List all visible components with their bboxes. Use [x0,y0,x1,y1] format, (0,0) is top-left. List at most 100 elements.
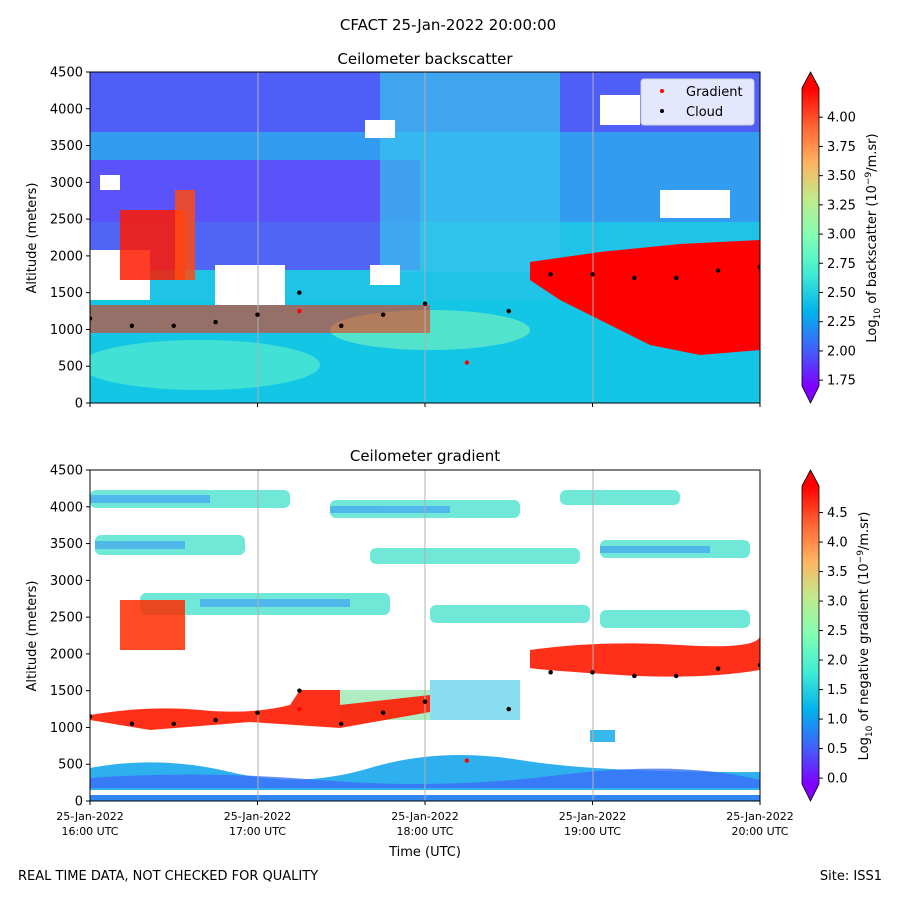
y-tick-label: 500 [58,758,83,773]
colorbar-tick-label: 2.50 [827,286,856,301]
colorbar-tick-label: 2.00 [827,344,856,359]
gradient-y-axis-label: Altitude (meters) [25,581,40,692]
backscatter-colorbar-max-arrow [802,72,819,88]
x-tick-label-time: 20:00 UTC [731,825,788,838]
gradient-point [297,308,302,314]
cloud-point [213,717,218,723]
y-tick-label: 0 [75,397,83,412]
cloud-point [548,272,553,277]
gradient-colorbar-ticks: 0.0 0.5 1.0 1.5 2.0 2.5 3.0 3.5 4.0 4.5 [819,506,848,787]
colorbar-tick-label: 3.0 [827,595,848,610]
y-tick-label: 3000 [50,574,83,589]
gradient-x-ticks: 25-Jan-2022 16:00 UTC 25-Jan-2022 17:00 UTC… [56,801,794,838]
y-tick-label: 2000 [50,249,83,264]
y-tick-label: 0 [75,795,83,810]
y-tick-label: 1000 [50,721,83,736]
colorbar-tick-label: 3.25 [827,198,856,213]
cloud-point [422,301,428,306]
cloud-point [632,275,637,281]
colorbar-tick-label: 2.25 [827,315,856,330]
legend-box [640,78,755,126]
gradient-colorbar-min-arrow [802,784,819,801]
quality-disclaimer: REAL TIME DATA, NOT CHECKED FOR QUALITY [18,869,319,884]
x-tick-label-time: 16:00 UTC [61,825,118,838]
cloud-point [506,706,511,712]
gradient-colorbar-label: Log10 of negative gradient (10−9/m.sr) [856,512,875,761]
backscatter-colorbar: 1.75 2.00 2.25 2.50 2.75 3.00 3.25 3.50 3.75 4.00… [801,71,883,404]
y-tick-label: 2500 [50,213,83,228]
cloud-point [757,264,760,270]
y-tick-label: 3500 [50,537,83,552]
x-tick-label-date: 25-Jan-2022 [56,810,124,823]
x-tick-label-time: 17:00 UTC [229,825,286,838]
backscatter-y-ticks: 0 500 1000 1500 2000 2500 3000 3500 4000 4500 [50,66,90,412]
y-tick-label: 1000 [50,323,83,338]
colorbar-tick-label: 2.5 [827,624,848,639]
backscatter-y-axis-label: Altitude (meters) [25,183,40,294]
legend-label-cloud: Cloud [686,105,723,120]
cloud-point [255,710,260,715]
colorbar-tick-label: 4.0 [827,536,848,551]
gradient-colorbar-max-arrow [802,470,819,486]
legend: Gradient Cloud [640,78,755,126]
backscatter-panel-title: Ceilometer backscatter [337,50,513,68]
cloud-point [129,721,135,726]
cloud-point [90,316,93,321]
cloud-point [632,673,637,679]
cloud-point [213,319,218,325]
colorbar-tick-label: 3.5 [827,565,848,580]
colorbar-tick-label: 2.0 [827,654,848,669]
backscatter-x-ticks [89,403,761,407]
cloud-point [590,272,595,277]
colorbar-tick-label: 3.75 [827,140,856,155]
colorbar-tick-label: 3.00 [827,228,856,243]
cloud-point [715,268,721,273]
colorbar-tick-label: 4.5 [827,506,848,521]
site-label: Site: ISS1 [819,869,882,884]
y-tick-label: 2000 [50,647,83,662]
y-tick-label: 500 [58,360,83,375]
colorbar-tick-label: 1.0 [827,713,848,728]
cloud-point [339,323,344,328]
cloud-point [171,721,176,726]
x-tick-label-date: 25-Jan-2022 [391,810,459,823]
gradient-points [90,662,760,763]
cloud-point [674,673,679,679]
cloud-point [506,308,511,314]
colorbar-tick-label: 0.0 [827,772,848,787]
cloud-point [297,290,302,295]
colorbar-tick-label: 2.75 [827,257,856,272]
x-tick-label-time: 18:00 UTC [396,825,453,838]
cloud-point [590,670,595,675]
y-tick-label: 4500 [50,464,83,479]
legend-marker-gradient [660,89,664,93]
figure-title: CFACT 25-Jan-2022 20:00:00 [340,16,556,34]
gradient-point [464,360,470,365]
colorbar-tick-label: 3.50 [827,169,856,184]
gradient-heatmap [90,470,760,801]
backscatter-colorbar-min-arrow [802,386,819,403]
backscatter-colorbar-label: Log10 of backscatter (10−9/m.sr) [864,133,883,342]
legend-marker-cloud [660,109,664,113]
gradient-panel-title: Ceilometer gradient [350,447,500,465]
cloud-point [548,670,553,675]
colorbar-tick-label: 0.5 [827,742,848,757]
y-tick-label: 4000 [50,102,83,117]
cloud-point [255,312,260,317]
y-tick-label: 3000 [50,176,83,191]
legend-label-gradient: Gradient [686,85,743,100]
gradient-point [297,706,302,712]
y-tick-label: 3500 [50,139,83,154]
x-tick-label-date: 25-Jan-2022 [559,810,627,823]
y-tick-label: 4000 [50,500,83,515]
y-tick-label: 1500 [50,684,83,699]
colorbar-tick-label: 4.00 [827,111,856,126]
cloud-point [757,662,760,668]
x-tick-label-time: 19:00 UTC [564,825,621,838]
gradient-point [464,758,470,763]
cloud-point [674,275,679,281]
cloud-point [339,721,344,726]
gradient-y-ticks: 0 500 1000 1500 2000 2500 3000 3500 4000 4500 [50,464,90,810]
cloud-point [380,312,386,317]
